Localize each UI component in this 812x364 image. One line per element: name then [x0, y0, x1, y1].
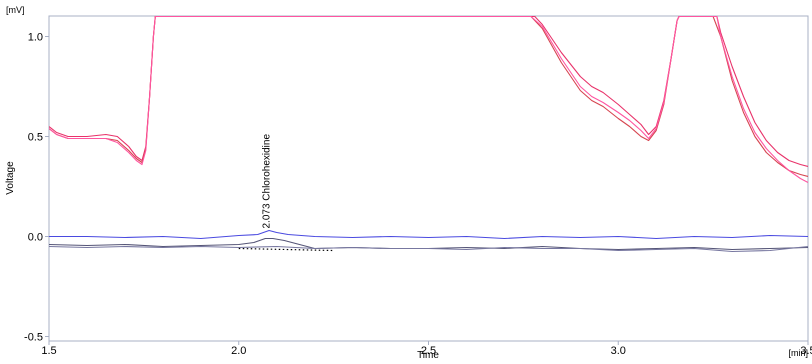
x-tick-label: 2.0	[231, 345, 246, 357]
series-line-2	[49, 16, 808, 178]
y-unit-label: [mV]	[6, 5, 25, 15]
x-tick-label: 2.5	[421, 345, 436, 357]
series-line-4	[49, 229, 808, 240]
y-tick-label: -0.5	[24, 332, 43, 344]
x-tick-label: 3.0	[611, 345, 626, 357]
x-tick-label: 1.5	[41, 345, 56, 357]
y-tick-label: 0.0	[28, 232, 43, 244]
x-tick-label: 3.5	[800, 345, 812, 357]
series-line-1	[49, 16, 808, 168]
series-line-3	[49, 16, 808, 183]
y-axis-title: Voltage	[5, 161, 16, 195]
peak-annotation-label: 2.073 Chlorohexidine	[261, 134, 272, 229]
series-line-6	[49, 245, 808, 253]
plot-frame	[48, 15, 809, 342]
x-axis-title: Time	[417, 350, 439, 359]
x-unit-label: [min]	[788, 348, 808, 358]
y-tick-label: 1.0	[28, 32, 43, 44]
y-tick-label: 0.5	[28, 132, 43, 144]
